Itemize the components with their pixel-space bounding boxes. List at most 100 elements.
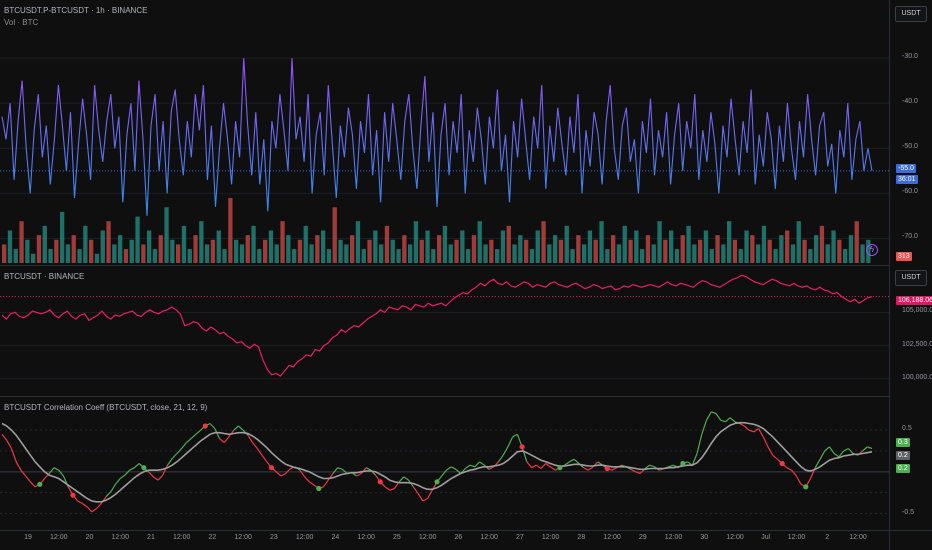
corr-segment xyxy=(729,417,736,423)
volume-bar xyxy=(727,221,732,263)
corr-segment xyxy=(190,433,197,439)
corr-segment xyxy=(162,464,169,476)
volume-bar xyxy=(193,235,198,263)
lightning-bolt-icon[interactable]: ϟ xyxy=(866,244,878,256)
x-tick-label: 19 xyxy=(24,534,32,541)
corr-segment xyxy=(502,446,509,456)
volume-bar xyxy=(674,249,680,263)
volume-bar xyxy=(413,221,419,263)
x-tick-label: 12:00 xyxy=(172,534,191,541)
volume-bar xyxy=(785,230,790,263)
x-tick-label: 12:00 xyxy=(295,534,314,541)
signal-line xyxy=(1,421,873,503)
volume-bar xyxy=(390,239,395,263)
corr-segment xyxy=(398,476,405,483)
price-pane[interactable]: BTCUSDT · BINANCE xyxy=(0,266,932,396)
x-tick-label: 12:00 xyxy=(787,534,806,541)
corr-segment xyxy=(739,422,745,427)
volume-bar xyxy=(541,221,546,263)
volume-bar xyxy=(529,249,535,263)
main-unit-button[interactable]: USDT xyxy=(895,6,927,22)
corr-segment xyxy=(635,471,641,475)
corr-segment xyxy=(833,453,840,458)
volume-bar xyxy=(48,249,53,263)
volume-bar xyxy=(616,244,622,263)
volume-bar xyxy=(164,207,169,263)
volume-bar xyxy=(147,230,152,263)
x-tick-label: 12:00 xyxy=(664,534,683,541)
volume-bar xyxy=(42,225,47,263)
volume-bar xyxy=(297,239,303,263)
corr-segment xyxy=(195,429,201,435)
main-value-badge: -55.0 xyxy=(896,164,916,173)
cross-marker xyxy=(202,423,208,429)
volume-bar xyxy=(489,239,494,263)
volume-bar xyxy=(36,235,42,263)
corr-segment xyxy=(743,425,750,431)
corr-segment xyxy=(181,442,187,449)
volume-bar xyxy=(750,235,755,263)
x-tick-label: 12:00 xyxy=(541,534,560,541)
volume-bar xyxy=(524,239,529,263)
corr-segment xyxy=(587,466,594,471)
x-tick-label: 25 xyxy=(392,534,401,541)
main-series-line xyxy=(1,58,873,216)
volume-bar xyxy=(506,225,511,263)
corr-segment xyxy=(772,454,778,460)
corr-badge-c: 0.2 xyxy=(896,464,910,473)
corr-segment xyxy=(337,467,343,470)
volume-bar xyxy=(60,211,65,263)
corr-segment xyxy=(867,446,873,450)
corr-segment xyxy=(705,411,712,421)
corr-segment xyxy=(701,419,708,435)
pane-separator[interactable] xyxy=(0,265,932,266)
corr-segment xyxy=(711,411,717,415)
corr-segment xyxy=(403,476,409,481)
volume-bar xyxy=(825,244,830,263)
corr-segment xyxy=(252,442,258,449)
corr-segment xyxy=(6,439,12,449)
corr-segment xyxy=(531,464,537,469)
corr-segment xyxy=(285,468,291,474)
y-tick-label: 102,500.00 xyxy=(902,340,932,348)
corr-segment xyxy=(233,425,239,431)
volume-bar xyxy=(344,244,349,263)
volume-bar xyxy=(680,235,685,263)
corr-segment xyxy=(332,467,339,474)
volume-bar xyxy=(761,225,767,263)
corr-segment xyxy=(96,503,102,509)
volume-bar xyxy=(471,235,477,263)
pane-separator[interactable] xyxy=(0,396,932,397)
volume-bar xyxy=(686,225,691,263)
corr-segment xyxy=(819,450,826,460)
main-chart[interactable] xyxy=(0,0,889,265)
corr-chart[interactable] xyxy=(0,397,889,530)
price-unit-button[interactable]: USDT xyxy=(895,270,927,286)
volume-bar xyxy=(732,239,738,263)
main-pane[interactable]: BTCUSDT.P-BTCUSDT · 1h · BINANCE Vol · B… xyxy=(0,0,932,265)
volume-bar xyxy=(257,249,262,263)
volume-bar xyxy=(210,239,216,263)
cross-marker xyxy=(141,465,147,471)
volume-bar xyxy=(263,239,268,263)
cross-marker xyxy=(680,460,686,467)
volume-bar xyxy=(158,235,163,263)
corr-pane[interactable]: BTCUSDT Correlation Coeff (BTCUSDT, clos… xyxy=(0,397,932,530)
volume-bar xyxy=(228,198,233,263)
price-chart[interactable] xyxy=(0,266,889,396)
corr-segment xyxy=(412,486,419,494)
corr-segment xyxy=(209,423,216,429)
volume-bar xyxy=(663,239,668,263)
y-tick-label: 0.5 xyxy=(902,425,912,433)
main-pane-subtitle: Vol · BTC xyxy=(4,18,39,27)
corr-segment xyxy=(360,467,367,474)
corr-segment xyxy=(157,474,164,481)
volume-bar xyxy=(547,244,552,263)
cross-marker xyxy=(604,465,610,472)
corr-segment xyxy=(488,466,495,470)
volume-bar xyxy=(564,225,569,263)
volume-bar xyxy=(31,253,36,263)
corr-segment xyxy=(365,467,372,471)
volume-bar xyxy=(512,244,517,263)
volume-bar xyxy=(738,249,743,263)
